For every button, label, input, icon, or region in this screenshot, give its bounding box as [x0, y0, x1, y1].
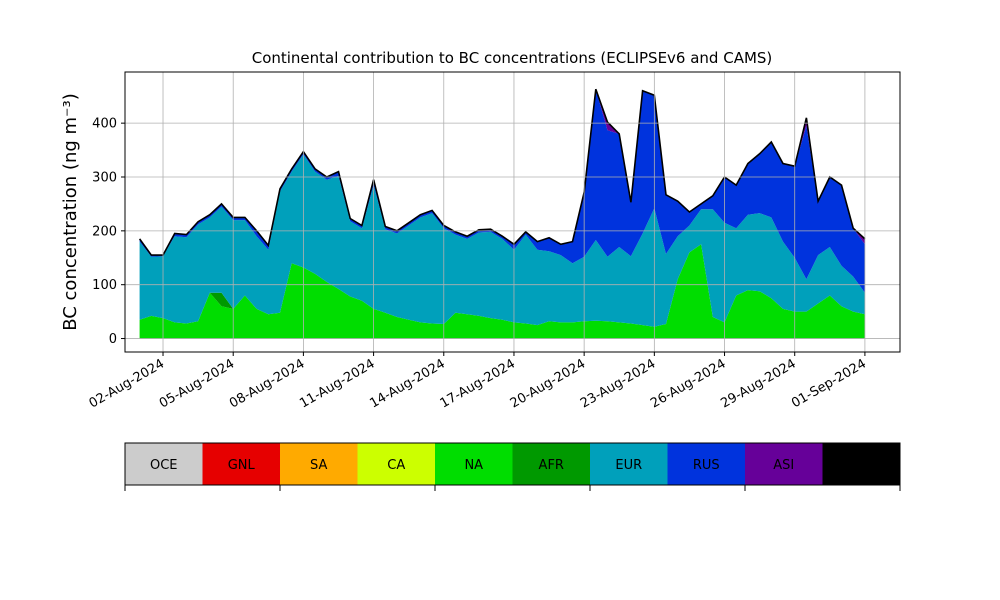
legend-swatch-oce — [125, 443, 203, 485]
legend-frame — [124, 442, 901, 486]
x-tick-label: 20-Aug-2024 — [508, 356, 588, 411]
legend-label-aus: AUS — [848, 458, 875, 473]
x-tick-label: 01-Sep-2024 — [789, 356, 869, 411]
area-eur — [139, 154, 865, 327]
legend-label-eur: EUR — [615, 458, 642, 473]
legend: OCE GNL SA CA NA AFR EUR RUS ASI AUS — [124, 442, 901, 491]
legend-swatch-aus — [822, 443, 900, 485]
y-tick-label: 100 — [92, 278, 117, 293]
y-axis-label: BC concentration (ng m⁻³) — [60, 93, 81, 331]
x-tick-label: 26-Aug-2024 — [648, 356, 728, 411]
legend-label-oce: OCE — [150, 458, 178, 473]
x-tick-label: 23-Aug-2024 — [578, 356, 658, 411]
legend-swatch-afr — [512, 443, 590, 485]
legend-swatch-eur — [590, 443, 668, 485]
x-tick-label: 08-Aug-2024 — [227, 356, 307, 411]
x-tick-label: 17-Aug-2024 — [438, 356, 518, 411]
legend-label-na: NA — [464, 458, 483, 473]
x-tick-label: 11-Aug-2024 — [297, 356, 377, 411]
legend-swatch-rus — [667, 443, 745, 485]
legend-swatch-na — [435, 443, 513, 485]
area-na — [139, 244, 865, 339]
x-tick-label: 14-Aug-2024 — [367, 356, 447, 411]
y-tick-label: 300 — [92, 171, 117, 186]
x-tick-label: 02-Aug-2024 — [87, 356, 167, 411]
x-tick-label: 05-Aug-2024 — [157, 356, 237, 411]
area-rus — [139, 89, 865, 293]
legend-label-gnl: GNL — [228, 458, 256, 473]
legend-label-rus: RUS — [693, 458, 720, 473]
x-tick-label: 29-Aug-2024 — [718, 356, 798, 411]
total-line — [138, 88, 866, 256]
y-tick-label: 400 — [92, 117, 117, 132]
chart-title: Continental contribution to BC concentra… — [252, 49, 773, 67]
legend-swatch-ca — [357, 443, 435, 485]
y-tick-label: 0 — [109, 332, 117, 347]
y-tick-label: 200 — [92, 224, 117, 239]
legend-label-afr: AFR — [539, 458, 564, 473]
plot-area: 0 100 200 300 400 02-Aug-202405-Aug-202408-Au… — [87, 72, 900, 412]
legend-label-ca: CA — [387, 458, 405, 473]
legend-label-asi: ASI — [773, 458, 794, 473]
plot-frame — [124, 71, 901, 353]
legend-swatch-gnl — [202, 443, 280, 485]
legend-label-sa: SA — [310, 458, 327, 473]
legend-swatch-asi — [745, 443, 823, 485]
legend-swatch-sa — [280, 443, 358, 485]
